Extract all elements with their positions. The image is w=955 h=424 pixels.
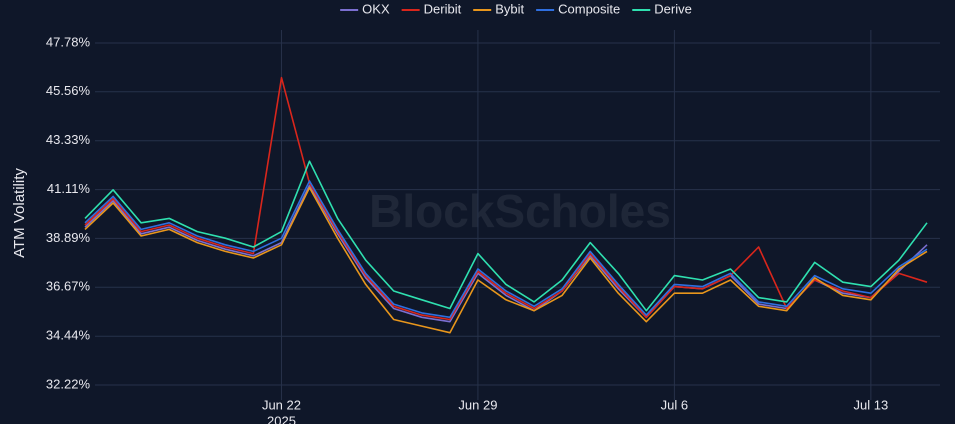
x-tick-label: Jun 29 bbox=[458, 397, 497, 412]
x-tick-label: Jun 22 bbox=[262, 397, 301, 412]
y-tick-label: 34.44% bbox=[46, 328, 91, 343]
x-tick-label: Jul 6 bbox=[661, 397, 688, 412]
legend-item: Composite bbox=[536, 1, 620, 16]
legend-item: Derive bbox=[632, 1, 692, 16]
watermark: BlockScholes bbox=[369, 185, 671, 237]
legend-item: OKX bbox=[340, 1, 390, 16]
legend-label: Bybit bbox=[495, 1, 524, 16]
y-tick-label: 43.33% bbox=[46, 132, 91, 147]
series-line bbox=[84, 186, 928, 334]
series-line bbox=[84, 76, 928, 321]
x-axis-year: 2025 bbox=[267, 413, 296, 424]
y-tick-label: 47.78% bbox=[46, 34, 91, 49]
series-line bbox=[84, 160, 928, 312]
y-tick-label: 32.22% bbox=[46, 376, 91, 391]
legend-item: Deribit bbox=[401, 1, 462, 16]
legend-label: Composite bbox=[558, 1, 620, 16]
y-tick-label: 36.67% bbox=[46, 279, 91, 294]
y-tick-label: 38.89% bbox=[46, 230, 91, 245]
legend: OKX Deribit Bybit Composite Derive bbox=[340, 1, 692, 16]
y-axis-title: ATM Volatility bbox=[11, 168, 28, 258]
legend-label: OKX bbox=[362, 1, 390, 16]
series-line bbox=[84, 180, 928, 319]
legend-item: Bybit bbox=[473, 1, 525, 16]
y-tick-label: 45.56% bbox=[46, 83, 91, 98]
x-tick-label: Jul 13 bbox=[854, 397, 889, 412]
legend-label: Deribit bbox=[424, 1, 462, 16]
legend-label: Derive bbox=[654, 1, 692, 16]
y-tick-label: 41.11% bbox=[47, 181, 91, 196]
